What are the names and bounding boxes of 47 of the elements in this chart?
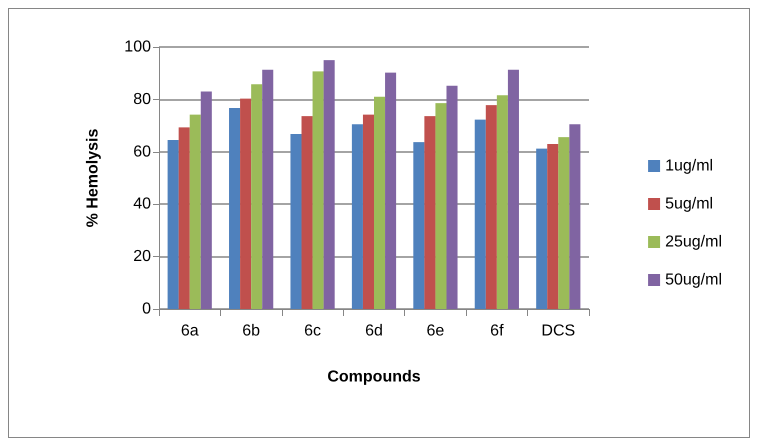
bar <box>558 137 570 309</box>
bar <box>569 124 580 309</box>
bar <box>446 86 458 309</box>
bar <box>200 92 212 309</box>
y-tick-label: 80 <box>133 90 152 108</box>
legend-label: 5ug/ml <box>665 196 714 212</box>
y-tick-label: 0 <box>142 300 152 318</box>
y-tick-label: 60 <box>133 143 152 160</box>
bar <box>424 116 436 309</box>
bar <box>302 116 313 309</box>
y-tick-label: 20 <box>133 248 152 266</box>
bar <box>362 114 374 309</box>
x-axis-title: Compounds <box>327 368 421 386</box>
legend-label: 50ug/ml <box>665 272 722 288</box>
x-tick-label: DCS <box>541 322 576 340</box>
bar <box>385 72 396 309</box>
bar <box>262 70 274 309</box>
legend-label: 1ug/ml <box>665 158 714 174</box>
bar <box>508 70 519 309</box>
bar <box>290 134 302 309</box>
y-tick-label: 100 <box>124 38 152 56</box>
bar <box>435 103 446 309</box>
x-tick-label: 6f <box>490 322 504 340</box>
y-axis-title: % Hemolysis <box>84 128 102 228</box>
bar <box>496 95 508 309</box>
y-tick-label: 40 <box>133 196 152 213</box>
bar <box>324 60 335 309</box>
bar <box>352 124 363 309</box>
x-tick-label: 6c <box>304 322 322 340</box>
bar <box>374 96 386 309</box>
x-tick-label: 6b <box>242 322 260 340</box>
bar <box>229 108 240 309</box>
bar <box>486 105 497 309</box>
bar <box>168 140 179 309</box>
bar <box>312 71 324 309</box>
legend-label: 25ug/ml <box>665 234 722 250</box>
x-tick-label: 6d <box>365 322 383 340</box>
bar <box>413 142 424 309</box>
bar <box>240 98 252 309</box>
bar <box>536 148 548 309</box>
bar <box>474 120 486 309</box>
x-tick-label: 6a <box>180 322 199 340</box>
bar <box>251 84 262 309</box>
x-tick-label: 6e <box>426 322 444 340</box>
bar <box>178 127 190 309</box>
bar <box>547 144 558 309</box>
bar <box>190 114 201 309</box>
